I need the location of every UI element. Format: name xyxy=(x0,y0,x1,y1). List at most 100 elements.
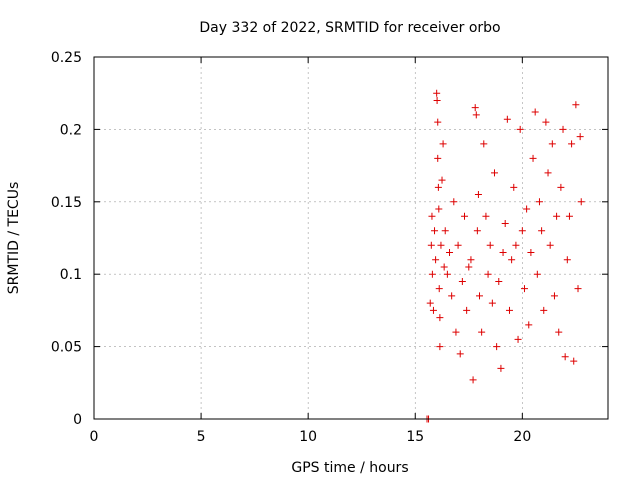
y-tick-label: 0.15 xyxy=(51,195,82,211)
data-point xyxy=(576,133,584,141)
data-point xyxy=(428,212,436,220)
data-point xyxy=(559,125,567,133)
data-point xyxy=(439,140,447,148)
data-point xyxy=(501,220,509,228)
data-point xyxy=(538,227,546,235)
data-point xyxy=(503,115,511,123)
data-point xyxy=(540,306,548,314)
data-point xyxy=(505,306,513,314)
data-point xyxy=(550,292,558,300)
data-point xyxy=(454,241,462,249)
data-points xyxy=(423,89,585,423)
data-point xyxy=(437,241,445,249)
data-point xyxy=(465,263,473,271)
data-point xyxy=(555,328,563,336)
data-point xyxy=(514,335,522,343)
data-point xyxy=(495,277,503,285)
y-tick-label: 0.2 xyxy=(60,122,82,138)
data-point xyxy=(531,108,539,116)
data-point xyxy=(434,183,442,191)
data-point xyxy=(452,328,460,336)
data-point xyxy=(456,350,464,358)
data-point xyxy=(480,140,488,148)
data-point xyxy=(434,118,442,126)
data-point xyxy=(544,169,552,177)
data-point xyxy=(473,227,481,235)
data-point xyxy=(488,299,496,307)
data-point xyxy=(529,154,537,162)
y-axis-label: SRMTID / TECUs xyxy=(6,182,22,295)
data-point xyxy=(527,248,535,256)
data-point xyxy=(486,241,494,249)
data-point xyxy=(476,292,483,300)
data-point xyxy=(523,205,531,213)
data-point xyxy=(431,227,439,235)
data-point xyxy=(535,198,543,206)
data-point xyxy=(553,212,561,220)
data-point xyxy=(577,198,585,206)
y-tick-label: 0 xyxy=(73,412,82,428)
data-point xyxy=(469,376,477,384)
data-point xyxy=(548,140,556,148)
data-point xyxy=(512,241,520,249)
data-point xyxy=(438,176,446,184)
data-point xyxy=(520,285,528,293)
data-point xyxy=(426,299,434,307)
data-point xyxy=(436,314,444,322)
chart-title: Day 332 of 2022, SRMTID for receiver orb… xyxy=(199,20,500,36)
data-point xyxy=(435,205,443,213)
y-tick-label: 0.25 xyxy=(51,50,82,66)
grid-lines xyxy=(94,57,608,419)
y-tick-label: 0.05 xyxy=(51,340,82,356)
data-point xyxy=(525,321,533,329)
data-point xyxy=(472,111,480,119)
data-point xyxy=(463,306,471,314)
data-point xyxy=(428,270,436,278)
data-point xyxy=(508,256,516,264)
data-point xyxy=(471,104,479,112)
data-point xyxy=(572,101,580,109)
data-point xyxy=(518,227,526,235)
data-point xyxy=(467,256,475,264)
data-point xyxy=(542,118,550,126)
plot-frame xyxy=(93,56,609,420)
data-point xyxy=(435,285,443,293)
data-point xyxy=(563,256,571,264)
data-point xyxy=(427,241,435,249)
data-point xyxy=(432,256,440,264)
data-point xyxy=(433,89,441,97)
data-point xyxy=(434,154,442,162)
data-point xyxy=(448,292,456,300)
data-point xyxy=(443,270,451,278)
data-point xyxy=(499,248,507,256)
data-point xyxy=(510,183,518,191)
data-point xyxy=(450,198,458,206)
data-point xyxy=(490,169,498,177)
data-point xyxy=(568,140,576,148)
data-point xyxy=(446,248,454,256)
x-tick-label: 10 xyxy=(299,429,317,445)
x-tick-label: 0 xyxy=(90,429,99,445)
y-tick-label: 0.1 xyxy=(60,267,82,283)
data-point xyxy=(516,125,524,133)
data-point xyxy=(533,270,541,278)
data-point xyxy=(570,357,578,365)
data-point xyxy=(546,241,554,249)
data-point xyxy=(561,353,569,361)
axis-ticks: 0 5 10 15 20 0 0.05 0.1 0.15 0.2 0.25 xyxy=(51,50,608,445)
data-point xyxy=(429,306,437,314)
data-point xyxy=(493,343,501,351)
data-point xyxy=(484,270,492,278)
data-point xyxy=(461,212,469,220)
data-point xyxy=(433,96,441,104)
data-point xyxy=(557,183,565,191)
x-tick-label: 15 xyxy=(406,429,424,445)
x-axis-label: GPS time / hours xyxy=(291,460,408,476)
x-tick-label: 20 xyxy=(513,429,531,445)
data-point xyxy=(474,191,482,199)
x-tick-label: 5 xyxy=(197,429,206,445)
data-point xyxy=(482,212,490,220)
data-point xyxy=(565,212,573,220)
data-point xyxy=(497,364,505,372)
